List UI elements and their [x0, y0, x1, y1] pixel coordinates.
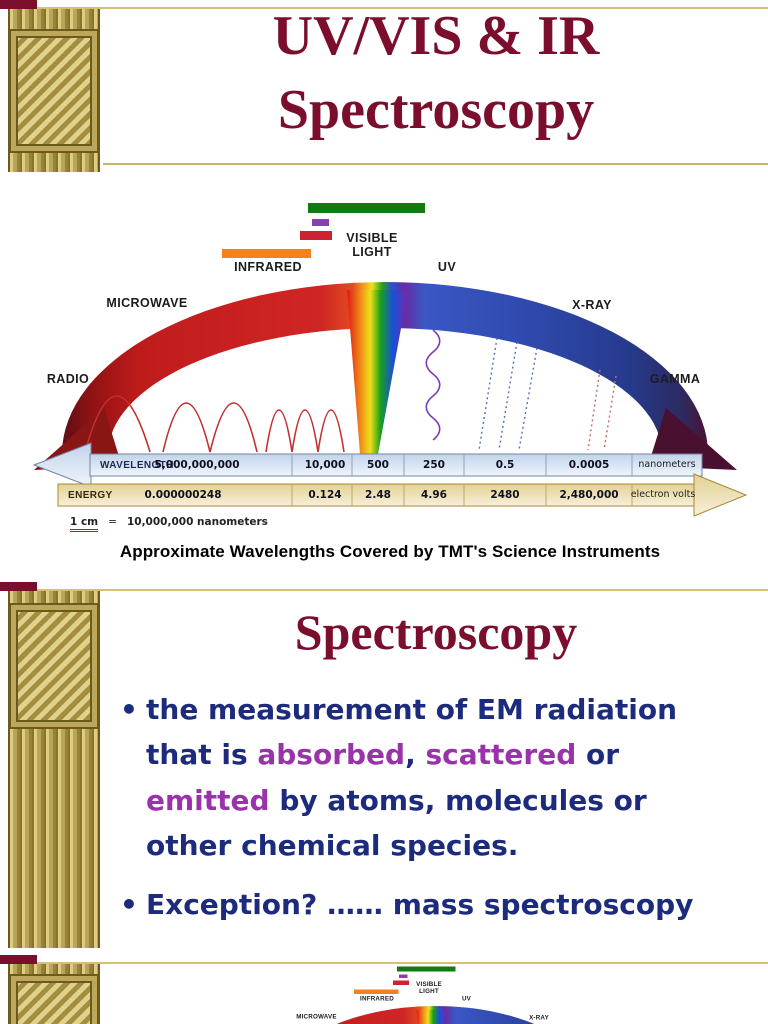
slide1-column-ornament	[11, 31, 97, 151]
band-label-infrared: INFRARED	[360, 995, 394, 1002]
slide3-top-line	[37, 962, 768, 964]
slide-3-partial: RADIO MICROWAVE INFRARED VISIBLE LIGHT U…	[0, 955, 768, 1024]
wavelength-value: 0.5	[495, 459, 515, 471]
slide1-corner-accent	[0, 0, 37, 9]
wavelength-value: 500	[367, 459, 389, 471]
bullet1-or: or	[576, 738, 620, 772]
visible-wedge	[416, 1010, 447, 1024]
band-label-visible: VISIBLE LIGHT	[346, 231, 398, 259]
wavelength-ticks	[291, 454, 633, 476]
slide2-top-line	[37, 589, 768, 591]
energy-arrow	[693, 473, 748, 517]
xray-dotted-lines	[478, 337, 538, 451]
spectrum-diagram-clone-slot: RADIO MICROWAVE INFRARED VISIBLE LIGHT U…	[0, 955, 768, 1024]
bullet1-emitted: emitted	[146, 783, 270, 817]
cm-conversion-lhs: 1 cm	[70, 516, 99, 532]
bullet1-part2: by atoms, molecules or other chemical sp…	[146, 783, 647, 863]
bullet-marker: •	[120, 693, 138, 726]
slide2-body: Spectroscopy • the measurement of EM rad…	[104, 591, 768, 948]
slide3-decorative-column	[8, 964, 100, 1024]
band-label-uv: UV	[461, 995, 472, 1002]
slide3-column-ornament	[11, 976, 97, 1024]
em-spectrum-diagram: RADIO MICROWAVE INFRARED VISIBLE LIGHT U…	[0, 172, 768, 572]
uv-wave-line	[425, 329, 441, 441]
bullet-item-2: • Exception? …… mass spectroscopy	[120, 882, 758, 927]
band-label-gamma: GAMMA	[649, 372, 701, 386]
em-spectrum-graphic	[336, 966, 535, 1024]
energy-value: 0.124	[308, 489, 342, 501]
bullet1-absorbed: absorbed	[257, 738, 406, 772]
bullet1-scattered: scattered	[425, 738, 577, 772]
energy-value: 4.96	[421, 489, 447, 501]
band-label-visible-line2: LIGHT	[352, 244, 392, 259]
cm-conversion-equals: =	[108, 516, 117, 528]
wavelength-scale-label: WAVELENGTH	[100, 460, 174, 471]
slide1-title-underline	[103, 163, 768, 165]
purple-bar	[312, 219, 329, 226]
energy-value: 0.000000248	[144, 489, 222, 501]
cm-conversion-rhs: 10,000,000 nanometers	[126, 516, 268, 528]
bullet1-text: the measurement of EM radiation that is …	[146, 687, 706, 868]
purple-bar	[399, 974, 408, 978]
slide1-title: UV/VIS & IR Spectroscopy	[104, 0, 768, 148]
bullet2-text: Exception? …… mass spectroscopy	[146, 888, 694, 922]
radio-wave-lines	[84, 395, 345, 453]
energy-value: 2480	[490, 489, 520, 501]
wavelength-value: 0.0005	[568, 459, 610, 471]
band-label-uv: UV	[437, 260, 457, 274]
wavelength-unit: nanometers	[638, 459, 696, 470]
bullet1-part1: the measurement of EM radiation that is	[146, 693, 678, 772]
slide2-corner-accent	[0, 582, 37, 591]
energy-value: 2.48	[365, 489, 391, 501]
em-spectrum-graphic	[32, 203, 748, 517]
cm-conversion-note: 1 cm = 10,000,000 nanometers	[70, 516, 268, 532]
slide1-title-line2: Spectroscopy	[277, 78, 595, 141]
green-bar	[308, 203, 425, 213]
band-label-radio: RADIO	[46, 372, 90, 386]
band-label-visible-line1: VISIBLE	[346, 231, 398, 245]
band-label-visible-line1: VISIBLE	[416, 980, 442, 988]
red-bar	[393, 980, 409, 985]
slide1-diagram-area: RADIO MICROWAVE INFRARED VISIBLE LIGHT U…	[0, 172, 768, 572]
band-label-microwave: MICROWAVE	[296, 1013, 337, 1020]
red-bar	[300, 231, 332, 240]
band-label-visible-line2: LIGHT	[419, 987, 439, 995]
slide-2: Spectroscopy • the measurement of EM rad…	[0, 582, 768, 948]
band-label-xray: X-RAY	[572, 298, 612, 312]
band-label-infrared: INFRARED	[234, 260, 302, 274]
slide1-top-line	[37, 7, 768, 9]
wavelength-bar	[89, 453, 703, 477]
wavelength-value: 10,000	[304, 459, 346, 471]
band-label-microwave: MICROWAVE	[106, 296, 188, 310]
slide2-bullet-list: • the measurement of EM radiation that i…	[120, 687, 758, 928]
em-spectrum-diagram: RADIO MICROWAVE INFRARED VISIBLE LIGHT U…	[243, 955, 627, 1024]
band-label-xray: X-RAY	[529, 1014, 549, 1021]
orange-bar	[354, 989, 399, 994]
energy-ticks	[291, 484, 633, 506]
energy-scale-label: ENERGY	[68, 490, 113, 501]
bullet-item-1: • the measurement of EM radiation that i…	[120, 687, 758, 868]
diagram-caption: Approximate Wavelengths Covered by TMT's…	[119, 542, 661, 561]
slide1-decorative-column	[8, 9, 100, 172]
band-label-visible: VISIBLE LIGHT	[416, 981, 442, 995]
slide1-title-line1: UV/VIS & IR	[272, 5, 600, 67]
spectrum-arc	[62, 282, 708, 454]
slide2-column-ornament	[11, 605, 97, 727]
wavelength-value: 250	[423, 459, 445, 471]
orange-bar	[222, 249, 311, 258]
bullet1-comma: ,	[405, 738, 426, 772]
bullet-marker: •	[120, 888, 138, 922]
slide-1: UV/VIS & IR Spectroscopy	[0, 0, 768, 172]
wavelength-value: 5,000,000,000	[154, 459, 240, 471]
slide3-corner-accent	[0, 955, 37, 964]
energy-value: 2,480,000	[559, 489, 619, 501]
slide2-title: Spectroscopy	[294, 604, 578, 660]
energy-unit: electron volts	[630, 489, 696, 500]
slide2-decorative-column	[8, 591, 100, 948]
gamma-dotted-lines	[587, 369, 617, 451]
visible-wedge	[347, 290, 408, 454]
green-bar	[397, 966, 456, 972]
